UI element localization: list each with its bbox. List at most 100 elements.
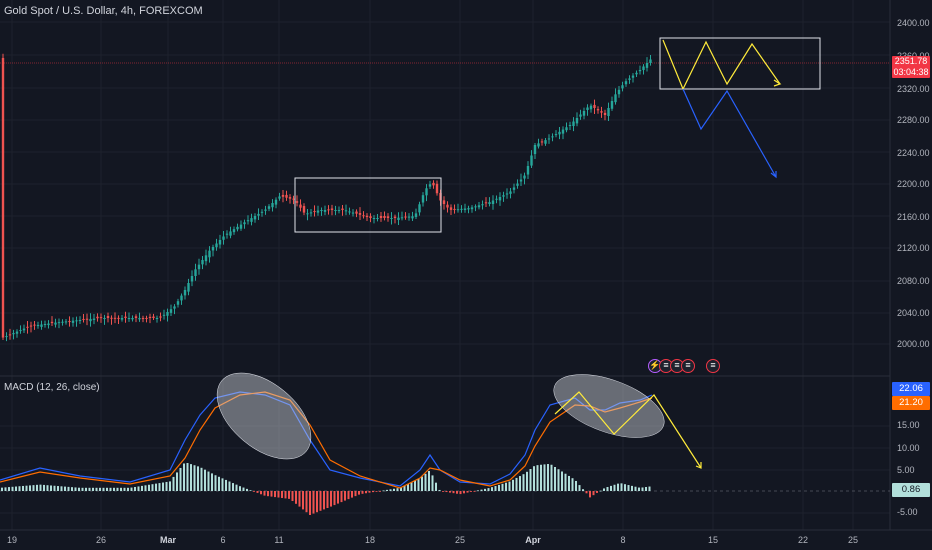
histogram-bar bbox=[568, 475, 570, 491]
histogram-bar bbox=[578, 485, 581, 491]
histogram-bar bbox=[582, 489, 584, 491]
highlight-ellipse-left[interactable] bbox=[201, 356, 326, 476]
histogram-bar bbox=[589, 491, 591, 498]
candle-body bbox=[232, 229, 236, 233]
histogram-bar bbox=[372, 491, 374, 493]
candle-body bbox=[120, 318, 124, 320]
candle-body bbox=[222, 236, 225, 240]
histogram-bar bbox=[130, 487, 133, 491]
signal-line[interactable] bbox=[0, 391, 653, 489]
candle-body bbox=[309, 212, 313, 214]
candle-body bbox=[344, 210, 348, 212]
histogram-bar bbox=[599, 490, 602, 492]
histogram-bar bbox=[382, 490, 385, 492]
yellow-projection-path[interactable] bbox=[662, 39, 781, 91]
us-flag-icon[interactable]: ≡ bbox=[681, 359, 695, 373]
histogram-bar bbox=[501, 483, 504, 491]
histogram-bar bbox=[256, 491, 259, 493]
candle-body bbox=[29, 325, 33, 327]
highlight-ellipse-right[interactable] bbox=[546, 362, 673, 451]
macd-tick: 15.00 bbox=[897, 420, 920, 430]
histogram-bar bbox=[417, 478, 420, 491]
histogram-bar bbox=[232, 483, 234, 491]
candle-body bbox=[292, 198, 295, 200]
histogram-bar bbox=[316, 491, 318, 513]
candle-body bbox=[85, 318, 89, 320]
candle-body bbox=[635, 72, 638, 75]
candle-body bbox=[551, 136, 554, 138]
histogram-bar bbox=[477, 490, 479, 492]
histogram-bar bbox=[225, 479, 227, 491]
histogram-bar bbox=[638, 487, 640, 491]
current-price-badge[interactable]: 2351.78 03:04:38 bbox=[892, 56, 930, 78]
histogram-bar bbox=[354, 491, 357, 497]
candle-body bbox=[33, 324, 36, 326]
histogram-bar bbox=[158, 483, 161, 491]
candle-body bbox=[467, 208, 470, 210]
histogram-bar bbox=[207, 471, 210, 491]
histogram-bar bbox=[137, 486, 140, 491]
blue-arrowhead-icon bbox=[770, 171, 777, 179]
consolidation-box[interactable] bbox=[294, 177, 442, 233]
histogram-bar bbox=[11, 486, 14, 491]
candle-body bbox=[208, 250, 211, 258]
histogram-bar bbox=[218, 476, 220, 491]
candle-body bbox=[379, 216, 383, 218]
candle-body bbox=[649, 59, 652, 64]
macd-tick: -5.00 bbox=[897, 507, 918, 517]
histogram-bar bbox=[449, 491, 451, 493]
time-tick: 8 bbox=[620, 535, 626, 545]
candle-body bbox=[474, 206, 477, 208]
histogram-bar bbox=[438, 489, 441, 491]
candle-body bbox=[40, 324, 43, 327]
histogram-bar bbox=[484, 488, 486, 491]
economic-events[interactable]: ⚡ ≡ ≡ ≡ ≡ bbox=[648, 359, 720, 375]
candle-body bbox=[64, 321, 68, 323]
time-tick: 18 bbox=[364, 535, 376, 545]
candle-body bbox=[57, 322, 61, 324]
histogram-bar bbox=[109, 487, 112, 491]
candle-body bbox=[477, 205, 481, 208]
price-tick: 2120.00 bbox=[897, 243, 930, 253]
candlestick-series[interactable] bbox=[1, 53, 652, 342]
macd-line[interactable] bbox=[0, 391, 653, 487]
blue-projection-path[interactable] bbox=[682, 88, 777, 178]
histogram-bar bbox=[183, 463, 185, 491]
candle-body bbox=[260, 211, 264, 213]
us-flag-icon[interactable]: ≡ bbox=[706, 359, 720, 373]
candle-body bbox=[320, 210, 323, 211]
histogram-bar bbox=[99, 487, 101, 491]
macd-yellow-path[interactable] bbox=[554, 391, 702, 469]
histogram-bar bbox=[102, 487, 105, 491]
histogram-bar bbox=[253, 491, 255, 492]
candle-body bbox=[12, 333, 15, 335]
histogram-bar bbox=[239, 486, 241, 491]
macd-histogram[interactable] bbox=[1, 463, 651, 515]
histogram-bar bbox=[456, 491, 458, 494]
bar-countdown: 03:04:38 bbox=[893, 67, 929, 77]
candle-body bbox=[390, 218, 393, 219]
histogram-bar bbox=[480, 489, 483, 491]
histogram-bar bbox=[613, 484, 616, 491]
projection-box[interactable] bbox=[659, 37, 821, 90]
candle-body bbox=[463, 208, 467, 210]
histogram-bar bbox=[351, 491, 353, 498]
candle-body bbox=[498, 197, 502, 201]
histogram-bar bbox=[291, 491, 294, 501]
candle-body bbox=[267, 206, 271, 209]
histogram-bar bbox=[606, 487, 609, 491]
histogram-bar bbox=[179, 467, 182, 491]
histogram-bar bbox=[165, 481, 168, 491]
candle-body bbox=[8, 334, 12, 336]
current-price-value: 2351.78 bbox=[894, 56, 928, 66]
macd-arrowhead-icon bbox=[695, 462, 702, 469]
histogram-bar bbox=[571, 478, 574, 491]
price-tick: 2240.00 bbox=[897, 148, 930, 158]
yellow-arrowhead-icon bbox=[773, 79, 782, 87]
histogram-bar bbox=[270, 491, 273, 497]
histogram-bar bbox=[211, 473, 213, 491]
histogram-bar bbox=[533, 466, 535, 491]
candle-body bbox=[435, 183, 439, 194]
candle-body bbox=[432, 182, 435, 186]
